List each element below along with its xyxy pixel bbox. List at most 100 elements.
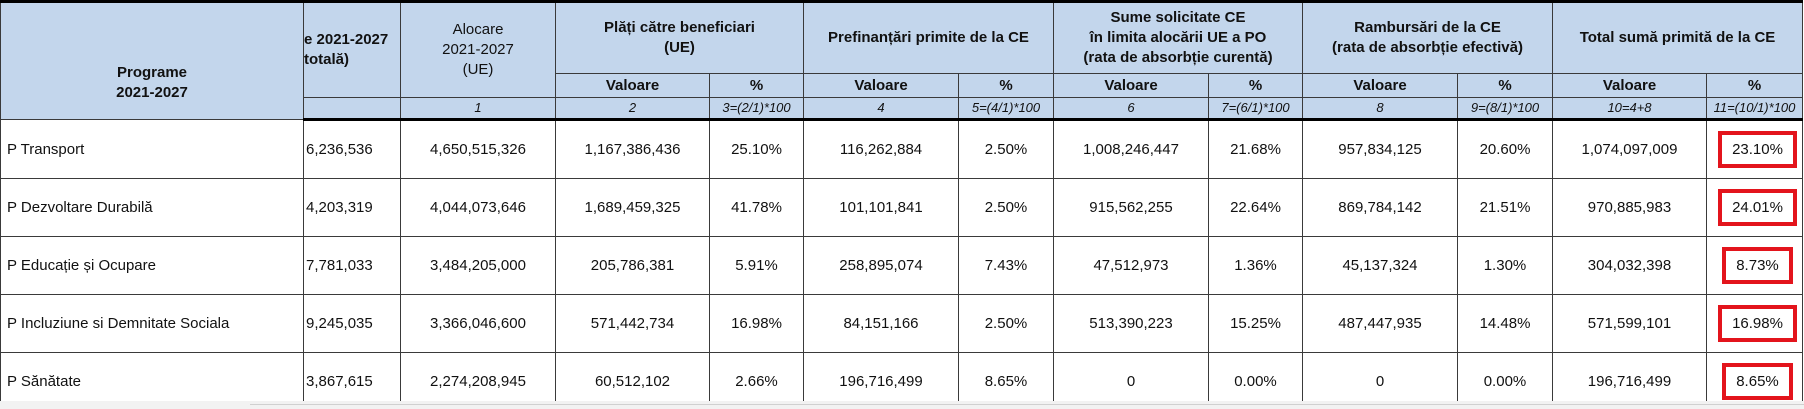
program-name[interactable]: P Educație și Ocupare bbox=[0, 236, 304, 295]
cell-total-pct[interactable]: 8.65% bbox=[1706, 352, 1803, 409]
cell-prefin-pct[interactable]: 8.65% bbox=[958, 352, 1054, 409]
cell-ramb[interactable]: 487,447,935 bbox=[1302, 294, 1458, 353]
cell-sume[interactable]: 513,390,223 bbox=[1053, 294, 1209, 353]
table-row: P Incluziune si Demnitate Sociala 9,245,… bbox=[0, 294, 1803, 353]
table-row: P Educație și Ocupare 7,781,033 3,484,20… bbox=[0, 236, 1803, 295]
cell-total-pct[interactable]: 24.01% bbox=[1706, 178, 1803, 237]
cell-ramb[interactable]: 0 bbox=[1302, 352, 1458, 409]
cell-plati-pct[interactable]: 5.91% bbox=[709, 236, 804, 295]
program-name[interactable]: P Sănătate bbox=[0, 352, 304, 409]
sheet-bottom-edge bbox=[0, 401, 1804, 409]
cell-plati-pct[interactable]: 25.10% bbox=[709, 119, 804, 179]
cell-alocare[interactable]: 4,650,515,326 bbox=[400, 119, 556, 179]
formula-cell: 6 bbox=[1053, 97, 1209, 121]
header-plati: Plăți către beneficiari (UE) bbox=[555, 0, 804, 74]
cell-sume-pct[interactable]: 0.00% bbox=[1208, 352, 1303, 409]
cell-plati[interactable]: 205,786,381 bbox=[555, 236, 710, 295]
cell-prefin[interactable]: 116,262,884 bbox=[803, 119, 959, 179]
cell-sume[interactable]: 915,562,255 bbox=[1053, 178, 1209, 237]
cell-plati-pct[interactable]: 16.98% bbox=[709, 294, 804, 353]
formula-empty bbox=[303, 97, 401, 121]
subheader-pct: % bbox=[1706, 73, 1803, 98]
formula-cell: 11=(10/1)*100 bbox=[1706, 97, 1803, 121]
highlight-box: 16.98% bbox=[1718, 305, 1797, 342]
header-prefinantari: Prefinanțări primite de la CE bbox=[803, 0, 1054, 74]
cell-alocare[interactable]: 3,484,205,000 bbox=[400, 236, 556, 295]
program-name[interactable]: P Transport bbox=[0, 119, 304, 179]
cell-prefin-pct[interactable]: 2.50% bbox=[958, 294, 1054, 353]
cell-total[interactable]: 6,236,536 bbox=[303, 119, 401, 179]
subheader-valoare: Valoare bbox=[1552, 73, 1707, 98]
cell-sume-pct[interactable]: 22.64% bbox=[1208, 178, 1303, 237]
cell-ramb-pct[interactable]: 20.60% bbox=[1457, 119, 1553, 179]
cell-ramb-pct[interactable]: 14.48% bbox=[1457, 294, 1553, 353]
cell-sume-pct[interactable]: 15.25% bbox=[1208, 294, 1303, 353]
cell-prefin[interactable]: 196,716,499 bbox=[803, 352, 959, 409]
cell-prefin-pct[interactable]: 2.50% bbox=[958, 178, 1054, 237]
highlight-box: 8.73% bbox=[1722, 247, 1793, 284]
cell-total-pct[interactable]: 8.73% bbox=[1706, 236, 1803, 295]
cell-total-suma[interactable]: 196,716,499 bbox=[1552, 352, 1707, 409]
cell-plati-pct[interactable]: 2.66% bbox=[709, 352, 804, 409]
cell-total[interactable]: 3,867,615 bbox=[303, 352, 401, 409]
cell-total[interactable]: 7,781,033 bbox=[303, 236, 401, 295]
formula-cell: 2 bbox=[555, 97, 710, 121]
cell-sume-pct[interactable]: 1.36% bbox=[1208, 236, 1303, 295]
cell-ramb[interactable]: 45,137,324 bbox=[1302, 236, 1458, 295]
highlight-box: 23.10% bbox=[1718, 131, 1797, 168]
cell-plati-pct[interactable]: 41.78% bbox=[709, 178, 804, 237]
cell-alocare[interactable]: 4,044,073,646 bbox=[400, 178, 556, 237]
program-name[interactable]: P Dezvoltare Durabilă bbox=[0, 178, 304, 237]
cell-sume[interactable]: 1,008,246,447 bbox=[1053, 119, 1209, 179]
formula-cell: 9=(8/1)*100 bbox=[1457, 97, 1553, 121]
cell-plati[interactable]: 1,167,386,436 bbox=[555, 119, 710, 179]
cell-total-suma[interactable]: 1,074,097,009 bbox=[1552, 119, 1707, 179]
cell-plati[interactable]: 1,689,459,325 bbox=[555, 178, 710, 237]
program-name[interactable]: P Incluziune si Demnitate Sociala bbox=[0, 294, 304, 353]
cell-ramb-pct[interactable]: 21.51% bbox=[1457, 178, 1553, 237]
cell-alocare[interactable]: 2,274,208,945 bbox=[400, 352, 556, 409]
table-row: P Sănătate 3,867,615 2,274,208,945 60,51… bbox=[0, 352, 1803, 409]
formula-cell: 1 bbox=[400, 97, 556, 121]
table-row: P Dezvoltare Durabilă 4,203,319 4,044,07… bbox=[0, 178, 1803, 237]
cell-prefin-pct[interactable]: 7.43% bbox=[958, 236, 1054, 295]
subheader-pct: % bbox=[958, 73, 1054, 98]
header-total-clipped: e 2021-2027 totală) bbox=[303, 0, 401, 98]
cell-total[interactable]: 4,203,319 bbox=[303, 178, 401, 237]
cell-total-pct[interactable]: 23.10% bbox=[1706, 119, 1803, 179]
cell-total-suma[interactable]: 970,885,983 bbox=[1552, 178, 1707, 237]
cell-total-suma[interactable]: 571,599,101 bbox=[1552, 294, 1707, 353]
formula-cell: 5=(4/1)*100 bbox=[958, 97, 1054, 121]
cell-ramb[interactable]: 869,784,142 bbox=[1302, 178, 1458, 237]
cell-sume[interactable]: 47,512,973 bbox=[1053, 236, 1209, 295]
cell-plati[interactable]: 60,512,102 bbox=[555, 352, 710, 409]
formula-cell: 4 bbox=[803, 97, 959, 121]
subheader-valoare: Valoare bbox=[1053, 73, 1209, 98]
cell-sume[interactable]: 0 bbox=[1053, 352, 1209, 409]
cell-prefin[interactable]: 258,895,074 bbox=[803, 236, 959, 295]
cell-ramb-pct[interactable]: 1.30% bbox=[1457, 236, 1553, 295]
cell-prefin-pct[interactable]: 2.50% bbox=[958, 119, 1054, 179]
cell-prefin[interactable]: 101,101,841 bbox=[803, 178, 959, 237]
cell-total[interactable]: 9,245,035 bbox=[303, 294, 401, 353]
subheader-valoare: Valoare bbox=[555, 73, 710, 98]
cell-prefin[interactable]: 84,151,166 bbox=[803, 294, 959, 353]
cell-ramb[interactable]: 957,834,125 bbox=[1302, 119, 1458, 179]
header-sume-solicitate: Sume solicitate CE în limita alocării UE… bbox=[1053, 0, 1303, 74]
formula-cell: 3=(2/1)*100 bbox=[709, 97, 804, 121]
highlight-box: 8.65% bbox=[1722, 363, 1793, 400]
cell-alocare[interactable]: 3,366,046,600 bbox=[400, 294, 556, 353]
formula-cell: 7=(6/1)*100 bbox=[1208, 97, 1303, 121]
formula-cell: 10=4+8 bbox=[1552, 97, 1707, 121]
cell-total-suma[interactable]: 304,032,398 bbox=[1552, 236, 1707, 295]
subheader-pct: % bbox=[1208, 73, 1303, 98]
table-row: P Transport 6,236,536 4,650,515,326 1,16… bbox=[0, 119, 1803, 179]
header-alocare: Alocare 2021-2027 (UE) bbox=[400, 0, 556, 98]
subheader-valoare: Valoare bbox=[1302, 73, 1458, 98]
subheader-valoare: Valoare bbox=[803, 73, 959, 98]
cell-plati[interactable]: 571,442,734 bbox=[555, 294, 710, 353]
cell-sume-pct[interactable]: 21.68% bbox=[1208, 119, 1303, 179]
cell-total-pct[interactable]: 16.98% bbox=[1706, 294, 1803, 353]
